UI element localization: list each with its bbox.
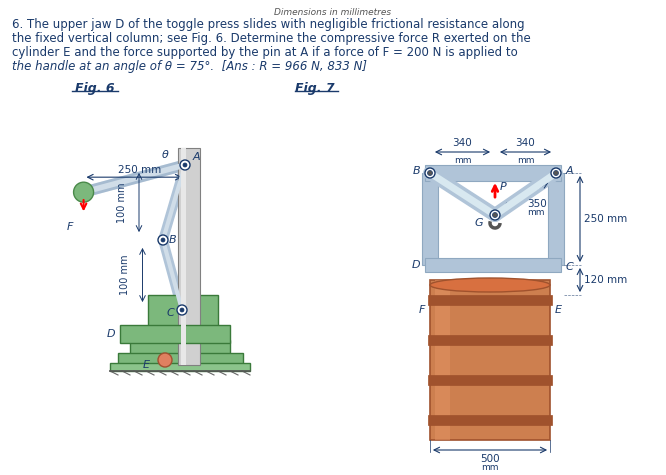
Circle shape [180, 308, 184, 312]
Bar [430, 280, 550, 440]
Text: mm: mm [482, 463, 499, 472]
Text: C: C [166, 308, 174, 318]
Circle shape [177, 305, 187, 315]
Circle shape [158, 235, 168, 245]
Circle shape [180, 160, 190, 170]
Text: F: F [419, 305, 425, 315]
Text: F: F [67, 222, 73, 232]
Bar [181, 148, 186, 365]
Circle shape [158, 353, 172, 367]
Text: θ: θ [162, 150, 168, 160]
Bar [428, 415, 552, 425]
Bar [148, 295, 218, 330]
Text: A: A [566, 166, 573, 176]
Text: Dimensions in millimetres: Dimensions in millimetres [274, 8, 392, 17]
Text: 100 mm: 100 mm [121, 255, 131, 295]
Text: E: E [555, 305, 562, 315]
Circle shape [492, 212, 498, 218]
Text: mm: mm [517, 156, 534, 165]
Bar [178, 148, 200, 365]
Text: 100 mm: 100 mm [117, 182, 127, 223]
Text: the fixed vertical column; see Fig. 6. Determine the compressive force R exerted: the fixed vertical column; see Fig. 6. D… [12, 32, 531, 45]
Circle shape [490, 210, 500, 220]
Text: D: D [107, 329, 115, 339]
Bar [422, 173, 438, 265]
Text: C: C [566, 262, 573, 272]
Circle shape [428, 171, 432, 175]
Text: 120 mm: 120 mm [584, 275, 627, 285]
Circle shape [551, 168, 561, 178]
Circle shape [553, 171, 559, 175]
Circle shape [73, 182, 94, 202]
Text: A: A [193, 152, 200, 162]
Text: the handle at an angle of θ = 75°.  [Ans : R = 966 N, 833 N]: the handle at an angle of θ = 75°. [Ans … [12, 60, 367, 73]
Text: 6. The upper jaw D of the toggle press slides with negligible frictional resista: 6. The upper jaw D of the toggle press s… [12, 18, 525, 31]
Text: P: P [500, 182, 507, 192]
Ellipse shape [430, 278, 550, 292]
Bar [118, 353, 243, 365]
Text: E: E [143, 360, 150, 370]
Text: cylinder E and the force supported by the pin at A if a force of F = 200 N is ap: cylinder E and the force supported by th… [12, 46, 517, 59]
Circle shape [161, 238, 165, 242]
Bar [548, 173, 564, 265]
Text: 340: 340 [453, 138, 472, 148]
Text: Fig. 7: Fig. 7 [295, 82, 335, 95]
Text: 250 mm: 250 mm [584, 214, 627, 224]
Circle shape [183, 163, 187, 167]
Text: mm: mm [454, 156, 472, 165]
Text: Fig. 6: Fig. 6 [75, 82, 115, 95]
Circle shape [425, 168, 435, 178]
Bar [110, 363, 250, 371]
Text: D: D [412, 260, 420, 270]
Bar [428, 295, 552, 305]
Text: 350: 350 [527, 199, 547, 209]
Text: 500: 500 [480, 454, 500, 464]
Bar [130, 340, 230, 355]
Text: mm: mm [527, 208, 545, 217]
Bar [120, 325, 230, 343]
Bar [428, 335, 552, 345]
Text: B: B [412, 166, 420, 176]
Bar [425, 165, 561, 181]
Text: G: G [474, 218, 483, 228]
Text: 250 mm: 250 mm [118, 165, 161, 175]
Text: B: B [169, 235, 176, 245]
Text: 340: 340 [515, 138, 535, 148]
Bar [435, 280, 450, 440]
Bar [425, 258, 561, 272]
Bar [428, 375, 552, 385]
